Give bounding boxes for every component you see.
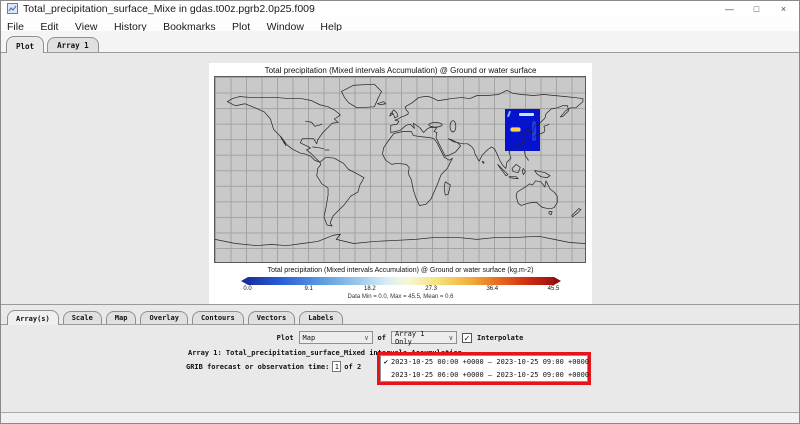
colorbar-left-arrow-icon (240, 277, 248, 285)
time-count-label: of 2 (344, 362, 362, 371)
plot-content-area: Total precipitation (Mixed intervals Acc… (1, 53, 799, 304)
menu-bar: File Edit View History Bookmarks Plot Wi… (1, 17, 799, 33)
menu-history[interactable]: History (113, 21, 147, 33)
colorbar (209, 277, 592, 285)
precipitation-data-region (505, 109, 540, 151)
array-scope-select[interactable]: Array 1 Only ∨ (390, 329, 457, 346)
interpolate-label: Interpolate (476, 333, 524, 342)
minimize-icon[interactable]: — (725, 3, 734, 14)
time-option-label: 2023-10-25 06:00 +0000 — 2023-10-25 09:0… (391, 370, 590, 379)
tab-vectors[interactable]: Vectors (247, 311, 296, 324)
precip-streak-light (519, 113, 534, 116)
tick-label: 0.0 (243, 286, 252, 292)
tick-label: 18.2 (364, 286, 376, 292)
time-index-field[interactable]: 1 (332, 361, 342, 372)
tab-plot[interactable]: Plot (6, 36, 45, 53)
of-label: of (377, 333, 386, 342)
maximize-icon[interactable]: □ (753, 3, 760, 14)
plot-options-row: Plot Map ∨ of Array 1 Only ∨ ✓ Interpola… (1, 329, 799, 346)
coastlines-layer (215, 77, 585, 262)
plot-label: Plot (276, 333, 294, 342)
time-dropdown-list: ✔ 2023-10-25 00:00 +0000 — 2023-10-25 09… (380, 355, 590, 382)
annotation-red-rectangle: ✔ 2023-10-25 00:00 +0000 — 2023-10-25 09… (377, 352, 591, 385)
menu-window[interactable]: Window (266, 21, 304, 33)
menu-bookmarks[interactable]: Bookmarks (163, 21, 216, 33)
colorbar-gradient (247, 277, 554, 285)
time-label: GRIB forecast or observation time: (186, 362, 330, 371)
precip-streak-medium (532, 121, 536, 141)
window-title: Total_precipitation_surface_Mixe in gdas… (23, 3, 315, 15)
array-scope-value: Array 1 Only (394, 329, 425, 346)
tab-scale[interactable]: Scale (62, 311, 102, 324)
colorbar-ticks: 0.0 9.1 18.2 27.3 36.4 45.5 (243, 286, 559, 293)
panel-tab-strip: Array(s) Scale Map Overlay Contours Vect… (1, 306, 799, 325)
window-controls: — □ × (716, 1, 797, 16)
tick-label: 9.1 (304, 286, 313, 292)
colorbar-right-arrow-icon (553, 277, 561, 285)
tab-array-1[interactable]: Array 1 (47, 37, 99, 52)
tab-labels[interactable]: Labels (299, 311, 343, 324)
tick-label: 27.3 (425, 286, 437, 292)
status-strip (1, 412, 799, 423)
tab-overlay[interactable]: Overlay (140, 311, 188, 324)
checkmark-icon: ✔ (383, 358, 389, 367)
time-option-selected[interactable]: ✔ 2023-10-25 00:00 +0000 — 2023-10-25 09… (381, 356, 590, 369)
array-info: Array 1: Total_precipitation_surface_Mix… (188, 349, 462, 357)
menu-edit[interactable]: Edit (40, 21, 59, 33)
tab-arrays[interactable]: Array(s) (7, 310, 59, 325)
tick-label: 36.4 (486, 286, 499, 292)
plot-type-value: Map (302, 333, 316, 342)
interpolate-checkbox[interactable]: ✓ (461, 332, 472, 343)
colorbar-caption: Total precipitation (Mixed intervals Acc… (267, 267, 534, 274)
time-option-label: 2023-10-25 00:00 +0000 — 2023-10-25 09:0… (391, 358, 590, 367)
tab-map[interactable]: Map (105, 311, 137, 324)
app-icon (7, 3, 18, 14)
chevron-down-icon: ∨ (448, 333, 453, 342)
world-map (214, 76, 586, 263)
time-option[interactable]: 2023-10-25 06:00 +0000 — 2023-10-25 09:0… (381, 369, 590, 382)
plot-type-select[interactable]: Map ∨ (298, 331, 373, 344)
title-bar: Total_precipitation_surface_Mixe in gdas… (1, 1, 799, 17)
controls-panel: Array(s) Scale Map Overlay Contours Vect… (1, 304, 799, 423)
menu-file[interactable]: File (7, 21, 24, 33)
tab-contours[interactable]: Contours (191, 311, 244, 324)
plot-title: Total precipitation (Mixed intervals Acc… (264, 66, 537, 75)
data-stats: Data Min = 0.0, Max = 45.5, Mean = 0.6 (347, 294, 454, 300)
main-tab-strip: Plot Array 1 (1, 31, 799, 53)
menu-plot[interactable]: Plot (232, 21, 251, 33)
chevron-down-icon: ∨ (364, 333, 369, 342)
tick-label: 45.5 (547, 286, 560, 292)
plot-panel: Total precipitation (Mixed intervals Acc… (209, 63, 592, 304)
close-icon[interactable]: × (780, 3, 787, 14)
menu-help[interactable]: Help (320, 21, 343, 33)
time-selector-row: GRIB forecast or observation time: 1 of … (186, 361, 361, 372)
precip-spot-heavy (511, 128, 520, 131)
menu-view[interactable]: View (74, 21, 98, 33)
